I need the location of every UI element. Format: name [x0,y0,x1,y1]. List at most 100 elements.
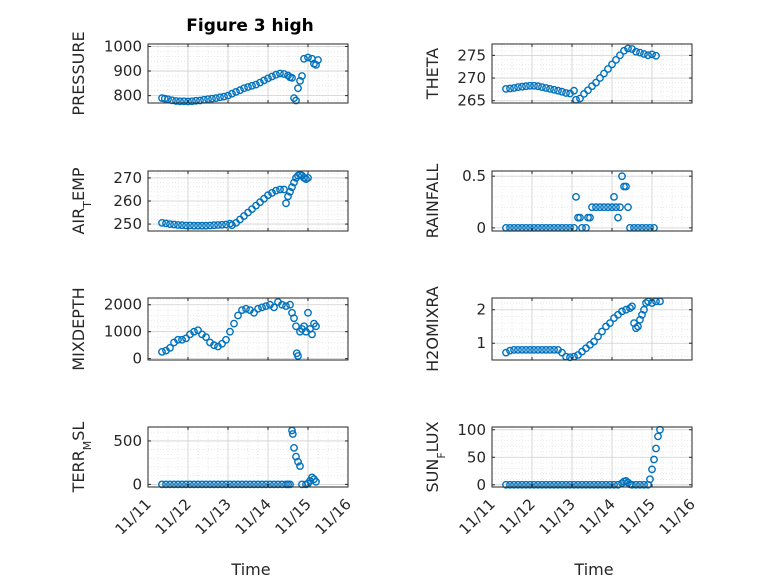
data-point [264,74,272,83]
data-point [522,345,530,354]
data-point [194,326,202,335]
data-point [550,85,558,94]
data-point [542,480,550,489]
data-point [514,480,522,489]
data-point [284,71,292,80]
data-point [190,480,198,489]
x-tick-label: 11/14 [576,495,619,538]
data-point [230,319,238,328]
data-point [228,89,236,98]
data-point [514,83,522,92]
y-label-suffix: LUX [423,421,442,452]
axes-frame [491,43,693,104]
data-point [170,220,178,229]
data-point [254,480,262,489]
data-point [188,97,196,106]
data-point [312,61,320,69]
data-point [554,480,562,489]
data-point [604,203,612,212]
data-point [288,74,296,82]
data-point [290,443,298,452]
data-point [518,480,526,489]
data-point [210,221,218,230]
y-label-main: AIR [69,208,88,235]
data-point [192,96,200,105]
data-point [260,76,268,85]
data-point [526,81,534,90]
data-point [622,182,630,191]
panel-h2omixra: 1 2 H2OMIXRA [423,286,693,372]
data-point [596,74,604,82]
data-point [232,88,240,96]
data-point [530,345,538,354]
panel-air-temp: 250 260 270 AIRTEMP [69,167,349,235]
data-point [238,480,246,489]
data-point [604,65,612,73]
data-point [534,480,542,489]
data-point [588,203,596,212]
data-point [506,84,514,93]
y-tick-label: 270 [113,169,142,187]
y-tick-label: 2 [476,301,486,319]
data-point [594,480,602,489]
y-label-main: TERR [69,450,88,493]
data-point [312,477,320,486]
data-point [570,480,578,489]
data-point [314,56,322,64]
data-point [174,221,182,229]
data-point [586,213,594,222]
data-point [234,480,242,489]
data-point [254,304,262,313]
data-point [590,337,598,346]
data-point [506,346,514,355]
data-point [178,335,186,344]
data-point [576,213,584,222]
data-point [652,444,660,453]
data-point [606,319,614,327]
data-point [514,345,522,354]
data-point [186,221,194,230]
data-point [576,94,584,103]
data-point [194,480,202,489]
data-point [238,306,246,314]
y-tick-label: 260 [113,192,142,210]
data-point [250,308,258,317]
data-point [624,203,632,212]
y-tick-label: 2000 [104,296,142,314]
data-point [584,86,592,95]
data-point [284,192,292,201]
data-point [592,203,600,212]
x-tick-label: 11/12 [496,495,539,538]
series-theta [502,44,660,104]
data-point [562,480,570,489]
data-point [180,97,188,106]
data-point [530,480,538,489]
y-label-main: RAINFALL [423,164,442,239]
data-point [312,322,320,331]
x-tick-label: 11/15 [616,495,659,538]
data-point [294,352,302,360]
y-tick-label: 250 [113,215,142,233]
data-point [622,305,630,314]
data-point [184,97,192,106]
data-point [294,84,302,93]
panel-rainfall: 0 0.5 RAINFALL [423,164,693,239]
data-point [600,203,608,212]
data-point [274,480,282,489]
data-point [610,480,618,489]
data-point [206,480,214,489]
x-tick-label: 11/13 [536,495,579,538]
y-axis-label-sun-flux: SUNFLUX [423,421,448,492]
data-point [578,480,586,489]
y-tick-label: 0 [132,350,142,368]
data-point [308,473,316,482]
data-point [236,86,244,95]
data-point [174,480,182,489]
data-point [174,335,182,344]
data-point [618,172,626,181]
data-point [182,221,190,230]
data-point [574,480,582,489]
